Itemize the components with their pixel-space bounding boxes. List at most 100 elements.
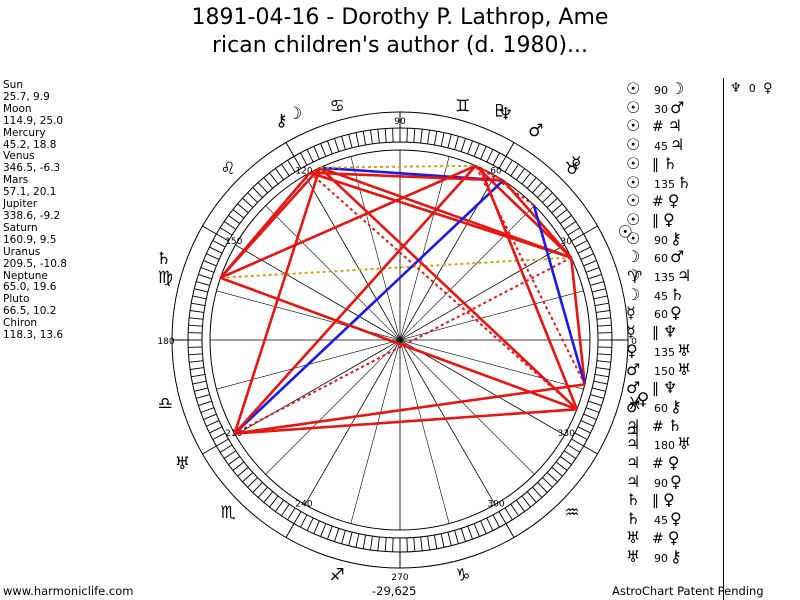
degree-tick xyxy=(597,353,612,356)
planet-uranus-icon: ♅ xyxy=(175,454,190,474)
aspect-row: ☉ 135 ♄ xyxy=(626,173,691,192)
degree-tick xyxy=(194,387,208,392)
footer-value: -29,625 xyxy=(372,584,417,598)
aspect-row: ☿ ‖ ♆ xyxy=(626,323,677,342)
planet-coords-pluto: 66.5, 10.2 xyxy=(3,305,57,318)
zodiac-sign-icon: ♌ xyxy=(221,159,236,179)
aspect-line xyxy=(233,179,505,435)
footer-site-link[interactable]: www.harmoniclife.com xyxy=(3,584,134,598)
degree-tick xyxy=(454,136,459,150)
aspect-angle: 135 xyxy=(654,271,675,284)
degree-label: 180 xyxy=(157,337,174,347)
zodiac-sign-icon: ♈ xyxy=(627,268,642,288)
degree-tick xyxy=(532,486,543,498)
zodiac-sign-icon: ♋ xyxy=(329,96,344,116)
degree-tick xyxy=(348,532,353,546)
degree-tick xyxy=(585,267,600,273)
degree-label: 150 xyxy=(225,237,242,247)
aspect-row: ♅ # ♀ xyxy=(626,528,679,547)
degree-tick xyxy=(537,187,548,198)
aspect-line xyxy=(219,171,311,279)
aspect-angle: 60 xyxy=(654,252,668,266)
degree-label: 90 xyxy=(394,117,406,127)
aspect-planet-1: ♅ xyxy=(626,546,641,566)
degree-label: 330 xyxy=(558,429,575,439)
planet-coords-mars: 57.1, 20.1 xyxy=(3,186,57,199)
sign-divider xyxy=(505,523,515,538)
aspect-angle: 180 xyxy=(654,439,675,453)
sign-divider xyxy=(202,445,217,455)
aspect-row: ☉ ‖ ♄ xyxy=(626,153,677,173)
degree-tick xyxy=(590,281,604,286)
degree-tick xyxy=(567,227,581,236)
degree-tick xyxy=(596,360,611,363)
degree-tick xyxy=(334,528,340,542)
aspect-symbol: # xyxy=(652,530,664,547)
planet-coords-jupiter: 338.6, -9.2 xyxy=(3,209,61,222)
aspect-row: ☉ 90 ⚷ xyxy=(626,229,682,248)
extra-aspect-angle: 0 xyxy=(748,82,756,95)
degree-tick xyxy=(504,159,513,173)
extra-aspect-planet-2: ♀ xyxy=(762,81,773,96)
degree-tick xyxy=(577,426,591,434)
degree-tick xyxy=(203,413,217,420)
degree-tick xyxy=(327,525,333,540)
degree-tick xyxy=(467,525,473,540)
aspect-row: ☽ 135 ♃ xyxy=(626,267,691,285)
aspect-planet-1: ☉ xyxy=(626,153,641,173)
planet-neptune-icon: ♆ xyxy=(498,104,513,124)
degree-tick xyxy=(498,511,507,524)
aspect-line xyxy=(319,166,572,259)
degree-tick xyxy=(341,136,346,150)
degree-label: 60 xyxy=(490,167,502,177)
degree-tick xyxy=(188,324,203,327)
aspect-planet-1: ♄ xyxy=(626,509,641,529)
planet-name-sun: Sun xyxy=(3,79,23,91)
planet-moon-icon: ☽ xyxy=(287,104,302,124)
aspect-row: ♄ ‖ ♀ xyxy=(626,491,675,510)
chart-title: 1891-04-16 - Dorothy P. Lathrop, Ame ric… xyxy=(0,4,800,60)
degree-tick xyxy=(362,131,367,146)
aspect-row: ♂ ‖ ♆ xyxy=(626,378,678,398)
degree-tick xyxy=(219,444,233,453)
degree-tick xyxy=(192,295,207,300)
sign-divider xyxy=(583,445,598,455)
planet-name-uranus: Uranus xyxy=(3,245,41,258)
planet-name-moon: Moon xyxy=(3,102,32,115)
degree-tick xyxy=(293,156,302,169)
planet-name-chiron: Chiron xyxy=(3,317,38,330)
degree-tick xyxy=(596,367,610,370)
degree-tick xyxy=(196,394,210,399)
aspect-planet-2: ♀ xyxy=(667,191,680,211)
aspect-row: ♃ 180 ♅ xyxy=(626,435,691,453)
degree-tick xyxy=(327,140,333,155)
degree-tick xyxy=(433,131,438,146)
aspect-symbol: ‖ xyxy=(652,325,659,342)
degree-tick xyxy=(203,260,217,267)
aspect-row: ♄ 45 ♀ xyxy=(626,510,682,528)
degree-tick xyxy=(313,520,320,534)
zodiac-sign-icon: ♉ xyxy=(564,159,579,179)
aspect-planet-2: ♆ xyxy=(663,378,678,398)
degree-tick xyxy=(577,246,591,254)
degree-tick xyxy=(219,227,233,236)
degree-tick xyxy=(467,140,473,155)
degree-tick xyxy=(237,203,249,214)
degree-tick xyxy=(212,432,226,440)
aspect-row: ♅ 90 ⚷ xyxy=(626,546,682,566)
aspect-planet-2: ♃ xyxy=(677,266,692,285)
degree-tick xyxy=(526,177,537,189)
aspect-planet-1: ☿ xyxy=(626,303,636,323)
degree-tick xyxy=(209,426,223,434)
aspect-row: ♂ 60 ⚷ xyxy=(626,397,682,416)
aspect-row: ☽ 60 ♂ xyxy=(626,248,684,266)
aspect-symbol: ‖ xyxy=(652,156,659,173)
planet-name-venus: Venus xyxy=(3,150,35,163)
degree-tick xyxy=(269,172,279,185)
degree-tick xyxy=(480,520,487,534)
aspect-angle: 90 xyxy=(654,84,668,97)
aspect-row: ☉ 30 ♂ xyxy=(626,98,684,117)
sign-divider xyxy=(505,142,515,157)
degree-tick xyxy=(492,514,500,528)
degree-tick xyxy=(370,130,373,144)
